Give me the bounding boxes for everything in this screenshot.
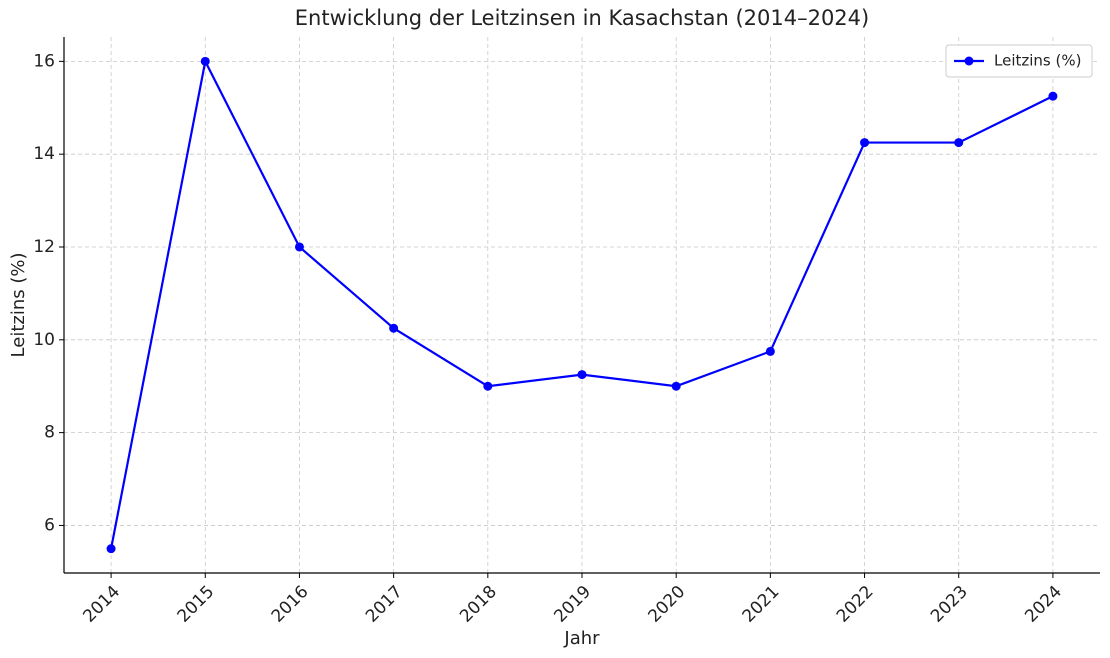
data-point <box>671 381 681 391</box>
data-point <box>483 381 493 391</box>
x-tick-label: 2021 <box>739 582 784 627</box>
y-axis-label: Leitzins (%) <box>8 253 29 358</box>
data-point <box>106 544 116 554</box>
x-tick-label: 2016 <box>268 582 313 627</box>
data-point <box>577 370 587 380</box>
data-point <box>389 323 399 333</box>
legend: Leitzins (%) <box>945 44 1093 78</box>
data-point <box>294 242 304 252</box>
y-tick-label: 6 <box>44 515 55 535</box>
y-tick-label: 10 <box>33 330 55 350</box>
data-point <box>860 138 870 148</box>
x-axis-label: Jahr <box>563 628 600 649</box>
data-point <box>200 56 210 66</box>
data-point <box>765 346 775 356</box>
data-point <box>954 138 964 148</box>
x-tick-label: 2019 <box>550 582 595 627</box>
y-tick-label: 8 <box>44 423 55 443</box>
y-tick-label: 14 <box>33 144 55 164</box>
y-tick-label: 16 <box>33 51 55 71</box>
legend-label: Leitzins (%) <box>994 52 1081 70</box>
chart-title: Entwicklung der Leitzinsen in Kasachstan… <box>295 6 869 30</box>
x-tick-label: 2024 <box>1021 582 1066 627</box>
x-tick-label: 2023 <box>927 582 972 627</box>
x-tick-label: 2022 <box>833 582 878 627</box>
x-tick-label: 2014 <box>79 582 124 627</box>
x-tick-label: 2015 <box>174 582 219 627</box>
x-tick-label: 2020 <box>645 582 690 627</box>
data-point <box>1048 91 1058 101</box>
x-tick-label: 2017 <box>362 582 407 627</box>
y-tick-label: 12 <box>33 237 55 257</box>
legend-marker <box>964 56 974 66</box>
x-tick-label: 2018 <box>456 582 501 627</box>
legend-box <box>945 44 1093 78</box>
